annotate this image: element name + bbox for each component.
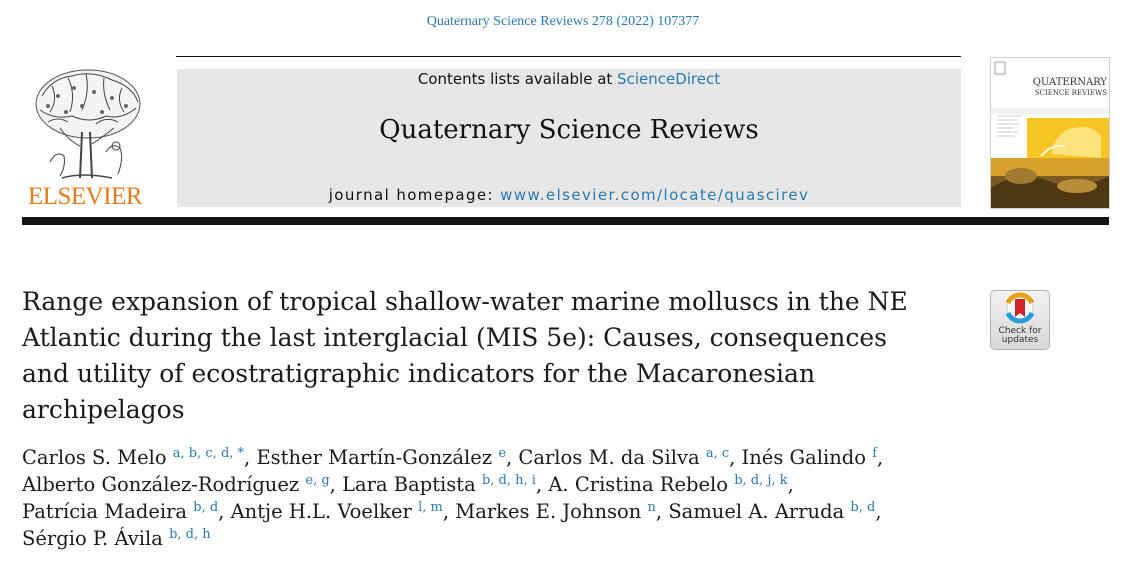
author-affiliation[interactable]: n bbox=[647, 500, 656, 515]
author-separator: , bbox=[442, 500, 456, 523]
author-list: Carlos S. Melo a, b, c, d, *, Esther Mar… bbox=[22, 444, 1022, 552]
check-for-updates-button[interactable]: Check for updates bbox=[990, 290, 1050, 350]
author-separator: , bbox=[535, 473, 549, 496]
author-name[interactable]: Esther Martín-González bbox=[256, 446, 493, 469]
author-name[interactable]: A. Cristina Rebelo bbox=[548, 473, 728, 496]
author-separator: , bbox=[506, 446, 519, 469]
author-line-4: Sérgio P. Ávila b, d, h bbox=[22, 525, 1022, 552]
author-name[interactable]: Patrícia Madeira bbox=[22, 500, 188, 523]
author-name[interactable]: Lara Baptista bbox=[342, 473, 476, 496]
header-top-rule bbox=[176, 56, 961, 57]
elsevier-wordmark[interactable]: ELSEVIER bbox=[27, 183, 143, 210]
check-for-updates-label: Check for updates bbox=[991, 327, 1049, 345]
author-separator: , bbox=[655, 500, 669, 523]
author-affiliation[interactable]: a, b, c, d, * bbox=[172, 446, 245, 461]
homepage-prefix: journal homepage: bbox=[328, 186, 501, 204]
author-name[interactable]: Antje H.L. Voelker bbox=[230, 500, 412, 523]
author-line-1: Carlos S. Melo a, b, c, d, *, Esther Mar… bbox=[22, 444, 1022, 471]
title-line-2: Atlantic during the last interglacial (M… bbox=[22, 323, 888, 352]
author-separator: , bbox=[244, 446, 257, 469]
author-affiliation[interactable]: l, m bbox=[418, 500, 443, 515]
check-for-updates-line2: updates bbox=[1001, 335, 1039, 345]
author-affiliation[interactable]: b, d bbox=[193, 500, 219, 515]
author-name[interactable]: Sérgio P. Ávila bbox=[22, 527, 163, 550]
author-name[interactable]: Alberto González-Rodríguez bbox=[22, 473, 300, 496]
author-affiliation[interactable]: b, d bbox=[850, 500, 876, 515]
journal-banner: Contents lists available at ScienceDirec… bbox=[177, 69, 961, 207]
author-separator: , bbox=[875, 500, 882, 523]
contents-prefix: Contents lists available at bbox=[417, 70, 618, 88]
author-name[interactable]: Samuel A. Arruda bbox=[668, 500, 845, 523]
author-line-2: Alberto González-Rodríguez e, g, Lara Ba… bbox=[22, 471, 1022, 498]
author-separator: , bbox=[729, 446, 742, 469]
author-name[interactable]: Markes E. Johnson bbox=[455, 500, 642, 523]
journal-citation[interactable]: Quaternary Science Reviews 278 (2022) 10… bbox=[426, 14, 700, 29]
cover-title-line2: SCIENCE REVIEWS bbox=[1034, 89, 1107, 97]
journal-cover-image[interactable]: QUATERNARY SCIENCE REVIEWS bbox=[990, 57, 1110, 209]
title-line-1: Range expansion of tropical shallow-wate… bbox=[22, 287, 908, 316]
author-affiliation[interactable]: b, d, j, k bbox=[734, 473, 788, 488]
author-affiliation[interactable]: b, d, h bbox=[169, 527, 211, 542]
article-title: Range expansion of tropical shallow-wate… bbox=[22, 284, 972, 428]
journal-title: Quaternary Science Reviews bbox=[379, 115, 759, 145]
author-affiliation[interactable]: e, g bbox=[305, 473, 330, 488]
author-line-3: Patrícia Madeira b, d, Antje H.L. Voelke… bbox=[22, 498, 1022, 525]
title-line-3: and utility of ecostratigraphic indicato… bbox=[22, 359, 816, 388]
author-name[interactable]: Carlos M. da Silva bbox=[518, 446, 700, 469]
elsevier-tree-icon bbox=[22, 66, 148, 208]
contents-line: Contents lists available at ScienceDirec… bbox=[177, 70, 961, 88]
author-name[interactable]: Carlos S. Melo bbox=[22, 446, 167, 469]
homepage-line: journal homepage: www.elsevier.com/locat… bbox=[177, 186, 961, 204]
author-separator: , bbox=[329, 473, 343, 496]
journal-homepage-link[interactable]: www.elsevier.com/locate/quascirev bbox=[500, 186, 810, 204]
author-separator: , bbox=[877, 446, 884, 469]
author-separator: , bbox=[787, 473, 794, 496]
header-bottom-rule bbox=[22, 217, 1109, 225]
title-line-4: archipelagos bbox=[22, 395, 185, 424]
cover-title: QUATERNARY SCIENCE REVIEWS bbox=[995, 78, 1107, 98]
author-affiliation[interactable]: a, c bbox=[705, 446, 730, 461]
author-affiliation[interactable]: b, d, h, i bbox=[481, 473, 536, 488]
author-separator: , bbox=[218, 500, 231, 523]
cover-title-line1: QUATERNARY bbox=[1032, 77, 1107, 88]
check-for-updates-line1: Check for bbox=[998, 326, 1042, 336]
crossmark-icon bbox=[1005, 292, 1035, 324]
sciencedirect-link[interactable]: ScienceDirect bbox=[617, 70, 721, 88]
author-affiliation[interactable]: e bbox=[498, 446, 507, 461]
author-name[interactable]: Inés Galindo bbox=[741, 446, 866, 469]
author-affiliation[interactable]: f bbox=[872, 446, 878, 461]
